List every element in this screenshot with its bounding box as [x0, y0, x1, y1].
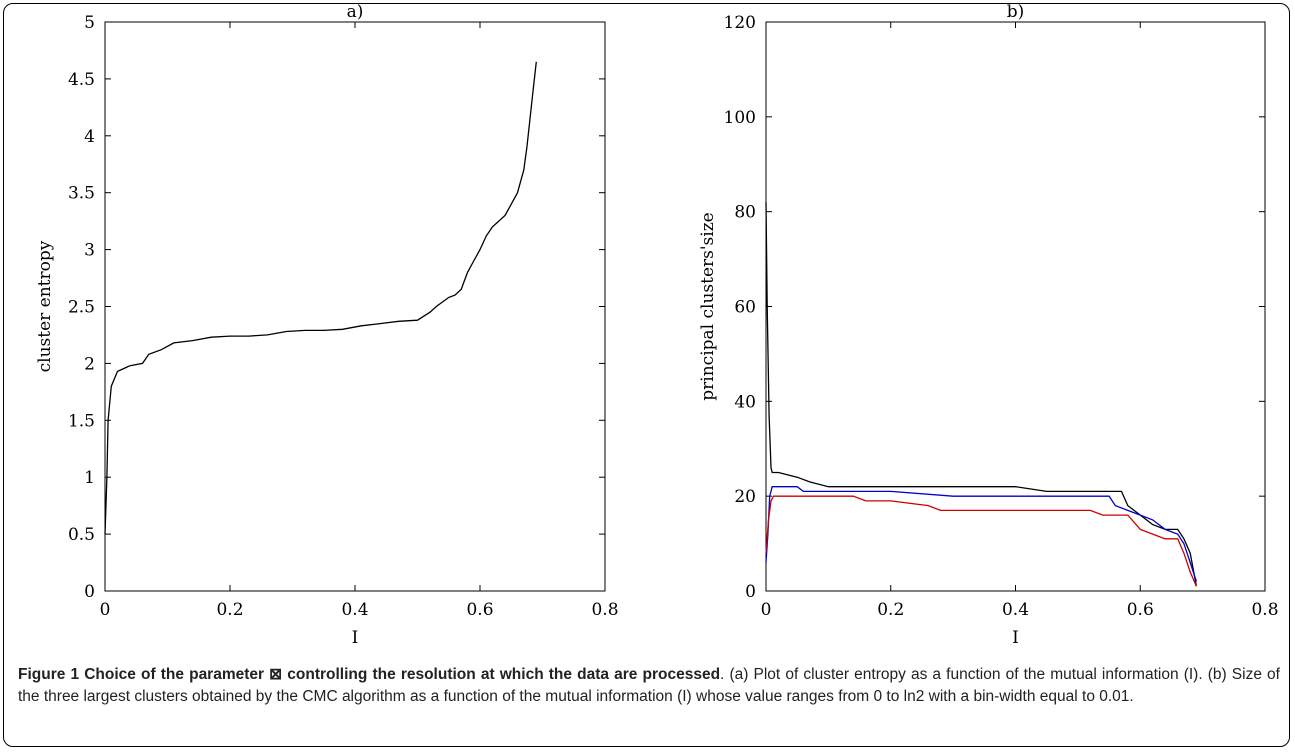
y-tick-label: 2	[84, 354, 95, 374]
y-tick-label: 20	[734, 487, 756, 507]
y-tick-label: 3	[84, 241, 95, 261]
y-tick-label: 1.5	[68, 411, 95, 431]
plot-area-frame	[104, 21, 606, 592]
caption-title: Figure 1 Choice of the parameter ⊠ contr…	[18, 666, 721, 683]
x-tick-label: 0.2	[216, 600, 243, 620]
x-tick-label: 0.8	[591, 600, 618, 620]
x-axis-label: I	[1012, 628, 1019, 648]
caption-text: . (a) Plot of cluster entropy as a funct…	[18, 666, 1280, 705]
series-line-1	[765, 202, 1198, 587]
y-tick-label: 3.5	[68, 184, 95, 204]
y-tick-label: 0	[745, 582, 756, 602]
y-axis-label: cluster entropy	[35, 240, 55, 372]
series-line-2	[765, 486, 1198, 582]
figure-plots: 0 0.2 0.4 0.6 0.8 0 0.5 1 1.5 2 2.5 3 3.5 4 4.5 5 a) Iclu…	[35, 2, 1279, 648]
panel-b: 0 0.2 0.4 0.6 0.8 0 20 40 60 80 100 120 b) Iprincipal…	[698, 2, 1279, 648]
x-tick-label: 0.6	[466, 600, 493, 620]
y-tick-label: 4.5	[68, 70, 95, 90]
panel-title: b)	[1007, 2, 1025, 22]
y-tick-label: 4	[84, 127, 95, 147]
y-tick-label: 1	[84, 468, 95, 488]
x-tick-label: 0.6	[1127, 600, 1154, 620]
panel-title: a)	[347, 2, 364, 22]
panel-a: 0 0.2 0.4 0.6 0.8 0 0.5 1 1.5 2 2.5 3 3.5 4 4.5 5 a) Iclu…	[35, 2, 619, 648]
y-tick-label: 100	[724, 108, 756, 128]
figure-caption: Figure 1 Choice of the parameter ⊠ contr…	[18, 664, 1280, 708]
x-axis-label: I	[352, 628, 359, 648]
y-tick-label: 5	[84, 13, 95, 33]
y-tick-label: 2.5	[68, 298, 95, 318]
y-tick-label: 0	[84, 582, 95, 602]
series-line-3	[765, 495, 1197, 587]
y-tick-label: 0.5	[68, 525, 95, 545]
y-tick-label: 40	[734, 392, 756, 412]
series-line-1	[104, 61, 537, 535]
x-tick-label: 0	[100, 600, 111, 620]
y-axis-label: principal clusters'size	[698, 212, 718, 400]
y-tick-label: 60	[734, 298, 756, 318]
x-tick-label: 0	[761, 600, 772, 620]
x-tick-label: 0.2	[877, 600, 904, 620]
x-tick-label: 0.4	[1002, 600, 1029, 620]
x-tick-label: 0.8	[1251, 600, 1278, 620]
x-tick-label: 0.4	[341, 600, 368, 620]
figure-frame	[3, 3, 1290, 747]
y-tick-label: 80	[734, 203, 756, 223]
y-tick-label: 120	[724, 13, 756, 33]
plot-area-frame	[765, 21, 1266, 592]
